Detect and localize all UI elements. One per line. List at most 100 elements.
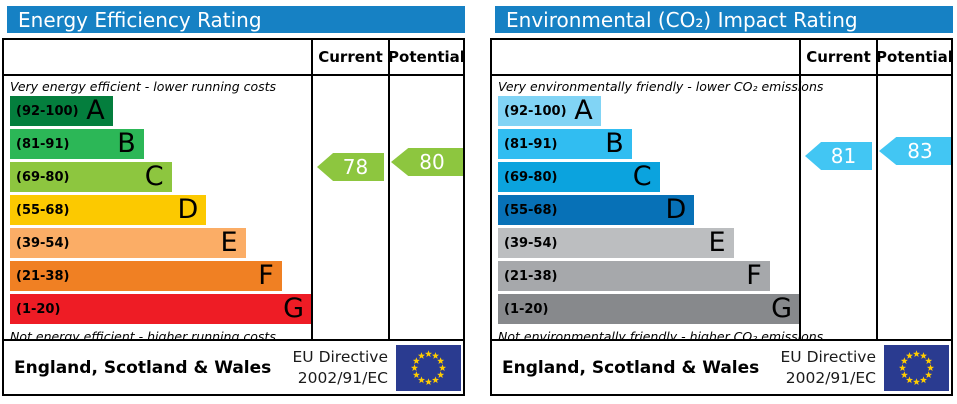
- band-range-label: (21-38): [16, 268, 70, 284]
- band-row-a: (92-100) A: [10, 96, 312, 126]
- current-rating-value: 81: [830, 144, 857, 168]
- eu-directive-line2: 2002/91/EC: [785, 368, 876, 387]
- band-letter: F: [746, 260, 762, 291]
- potential-rating-arrow: 80: [391, 148, 463, 176]
- band-letter: A: [574, 95, 593, 126]
- region-label: England, Scotland & Wales: [14, 357, 272, 378]
- current-column-header: Current: [311, 40, 388, 74]
- band-row-g: (1-20) G: [10, 294, 312, 324]
- chart-footer: England, Scotland & Wales EU Directive 2…: [492, 339, 951, 394]
- corner-cell: [492, 40, 799, 74]
- corner-cell: [4, 40, 311, 74]
- current-column-header: Current: [799, 40, 876, 74]
- co2-chart-table: Current Potential Very environmentally f…: [490, 38, 953, 396]
- potential-rating-value: 83: [907, 139, 933, 163]
- top-caption: Very environmentally friendly - lower CO…: [498, 79, 824, 94]
- potential-rating-value: 80: [419, 150, 445, 174]
- band-b-bar: (81-91) B: [498, 129, 632, 159]
- top-caption: Very energy efficient - lower running co…: [10, 79, 277, 94]
- band-range-label: (1-20): [16, 301, 61, 317]
- band-letter: D: [665, 194, 687, 225]
- eu-directive-line1: EU Directive: [780, 347, 877, 366]
- column-header-row: Current Potential: [492, 40, 953, 76]
- column-divider: [799, 76, 801, 339]
- band-row-a: (92-100) A: [498, 96, 800, 126]
- eu-flag-icon: [884, 344, 949, 391]
- band-f-bar: (21-38) F: [10, 261, 282, 291]
- band-row-g: (1-20) G: [498, 294, 800, 324]
- band-a-bar: (92-100) A: [498, 96, 601, 126]
- band-a-bar: (92-100) A: [10, 96, 113, 126]
- potential-column-header: Potential: [876, 40, 953, 74]
- band-range-label: (69-80): [504, 169, 558, 185]
- band-row-f: (21-38) F: [498, 261, 800, 291]
- energy-chart-table: Current Potential Very energy efficient …: [2, 38, 465, 396]
- band-row-d: (55-68) D: [10, 195, 312, 225]
- current-rating-arrow: 81: [805, 142, 872, 170]
- band-list: (92-100) A (81-91) B (69-80) C: [498, 96, 800, 324]
- band-range-label: (55-68): [16, 202, 70, 218]
- bottom-caption: Not energy efficient - higher running co…: [10, 329, 276, 340]
- band-letter: B: [117, 128, 136, 159]
- band-range-label: (81-91): [16, 136, 70, 152]
- eu-directive-line2: 2002/91/EC: [297, 368, 388, 387]
- column-header-row: Current Potential: [4, 40, 465, 76]
- band-row-b: (81-91) B: [10, 129, 312, 159]
- current-rating-value: 78: [342, 155, 369, 179]
- band-range-label: (92-100): [504, 103, 567, 119]
- band-e-bar: (39-54) E: [498, 228, 734, 258]
- band-g-bar: (1-20) G: [498, 294, 800, 324]
- band-range-label: (81-91): [504, 136, 558, 152]
- band-g-bar: (1-20) G: [10, 294, 312, 324]
- chart-title: Environmental (CO₂) Impact Rating: [506, 7, 858, 32]
- band-row-e: (39-54) E: [498, 228, 800, 258]
- band-range-label: (92-100): [16, 103, 79, 119]
- potential-rating-arrow: 83: [879, 137, 951, 165]
- potential-column-header: Potential: [388, 40, 465, 74]
- eu-directive-label: EU Directive 2002/91/EC: [293, 347, 389, 389]
- band-letter: F: [258, 260, 274, 291]
- band-list: (92-100) A (81-91) B (69-80) C: [10, 96, 312, 324]
- band-row-d: (55-68) D: [498, 195, 800, 225]
- chart-title: Energy Efficiency Rating: [18, 7, 262, 32]
- band-row-c: (69-80) C: [10, 162, 312, 192]
- band-range-label: (69-80): [16, 169, 70, 185]
- band-row-f: (21-38) F: [10, 261, 312, 291]
- co2-chart-header: Environmental (CO₂) Impact Rating: [495, 6, 953, 33]
- band-scale-area: Very energy efficient - lower running co…: [4, 76, 463, 339]
- band-d-bar: (55-68) D: [498, 194, 695, 225]
- eu-flag-icon: [396, 344, 461, 391]
- band-scale-area: Very environmentally friendly - lower CO…: [492, 76, 951, 339]
- band-letter: D: [177, 194, 199, 225]
- chart-footer: England, Scotland & Wales EU Directive 2…: [4, 339, 463, 394]
- band-letter: G: [283, 293, 304, 324]
- band-range-label: (39-54): [16, 235, 70, 251]
- band-f-bar: (21-38) F: [498, 261, 770, 291]
- column-divider: [311, 76, 313, 339]
- band-e-bar: (39-54) E: [10, 228, 246, 258]
- band-letter: B: [605, 128, 624, 159]
- band-range-label: (55-68): [504, 202, 558, 218]
- band-row-e: (39-54) E: [10, 228, 312, 258]
- band-c-bar: (69-80) C: [10, 162, 172, 192]
- eu-directive-label: EU Directive 2002/91/EC: [781, 347, 877, 389]
- band-letter: C: [632, 161, 652, 192]
- band-range-label: (39-54): [504, 235, 558, 251]
- bottom-caption: Not environmentally friendly - higher CO…: [498, 329, 824, 340]
- band-row-c: (69-80) C: [498, 162, 800, 192]
- band-range-label: (1-20): [504, 301, 549, 317]
- current-rating-arrow: 78: [317, 153, 384, 181]
- band-letter: A: [86, 95, 105, 126]
- band-letter: C: [144, 161, 164, 192]
- band-c-bar: (69-80) C: [498, 162, 660, 192]
- band-range-label: (21-38): [504, 268, 558, 284]
- energy-efficiency-chart: Energy Efficiency Rating Current Potenti…: [2, 0, 465, 396]
- column-divider: [388, 76, 390, 339]
- band-b-bar: (81-91) B: [10, 129, 144, 159]
- band-row-b: (81-91) B: [498, 129, 800, 159]
- column-divider: [876, 76, 878, 339]
- band-letter: E: [220, 227, 238, 258]
- band-letter: G: [771, 293, 792, 324]
- band-letter: E: [708, 227, 726, 258]
